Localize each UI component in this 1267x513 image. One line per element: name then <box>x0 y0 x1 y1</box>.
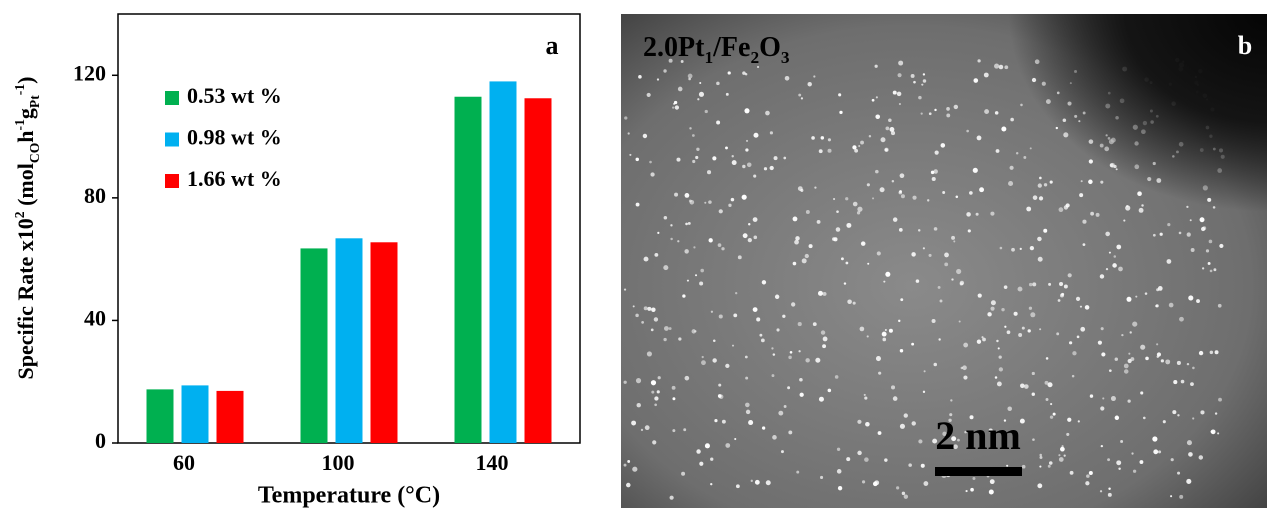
text-part: /Fe <box>712 32 750 63</box>
panel-label: b <box>1238 31 1252 60</box>
text-part: ) <box>13 77 38 84</box>
text-part: 3 <box>781 48 790 67</box>
text-part: Specific Rate x10 <box>13 218 38 379</box>
text-part: 2 <box>750 48 759 67</box>
bar <box>147 389 174 443</box>
bar <box>490 81 517 443</box>
text-part: h <box>13 130 38 142</box>
text-part: CO <box>27 143 42 163</box>
y-tick-label: 40 <box>84 305 106 330</box>
x-tick-label: 140 <box>476 450 509 475</box>
scale-bar-label: 2 nm <box>935 413 1021 458</box>
bar <box>525 98 552 443</box>
text-part: 2.0Pt <box>643 32 705 63</box>
legend-swatch <box>165 174 179 188</box>
legend-swatch <box>165 91 179 105</box>
legend-label: 0.53 wt % <box>187 83 282 108</box>
y-tick-label: 80 <box>84 183 106 208</box>
legend-swatch <box>165 133 179 147</box>
y-tick-label: 120 <box>73 60 106 85</box>
image-title: 2.0Pt1/Fe2O3 <box>643 32 790 67</box>
text-part: g <box>13 108 38 119</box>
bar <box>336 238 363 443</box>
bar <box>301 248 328 443</box>
bar <box>455 97 482 443</box>
figure: a Temperature (°C) Specific Rate x102 (m… <box>0 0 1267 513</box>
panel-label: a <box>546 31 559 60</box>
bar <box>217 391 244 443</box>
text-part: -1 <box>12 84 27 96</box>
text-part: 1 <box>704 48 713 67</box>
y-tick-label: 0 <box>95 428 106 453</box>
x-axis-label: Temperature (°C) <box>258 483 440 509</box>
scale-bar <box>935 467 1022 476</box>
text-part: (mol <box>13 163 38 211</box>
text-part: -1 <box>12 119 27 131</box>
bar <box>182 385 209 443</box>
legend-label: 1.66 wt % <box>187 166 282 191</box>
x-tick-label: 100 <box>322 450 355 475</box>
bar <box>371 242 398 443</box>
y-axis-label: Specific Rate x102 (molCOh-1gPt-1) <box>12 77 42 380</box>
x-tick-label: 60 <box>173 450 195 475</box>
text-part: O <box>759 32 781 63</box>
text-part: Pt <box>27 95 42 108</box>
legend-label: 0.98 wt % <box>187 125 282 150</box>
